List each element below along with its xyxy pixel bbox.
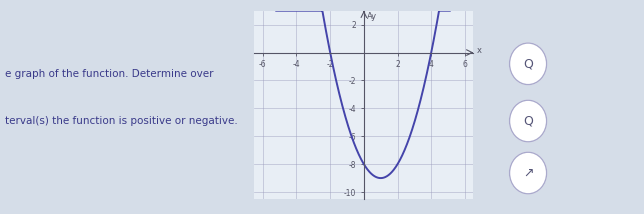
Text: Q: Q (523, 57, 533, 70)
Text: Ay: Ay (367, 12, 377, 21)
Text: ↗: ↗ (523, 166, 533, 180)
Text: terval(s) the function is positive or negative.: terval(s) the function is positive or ne… (5, 116, 238, 126)
Circle shape (509, 100, 547, 142)
Text: x: x (477, 46, 482, 55)
Circle shape (509, 43, 547, 85)
Circle shape (509, 152, 547, 194)
Text: Q: Q (523, 114, 533, 128)
Text: e graph of the function. Determine over: e graph of the function. Determine over (5, 69, 213, 79)
